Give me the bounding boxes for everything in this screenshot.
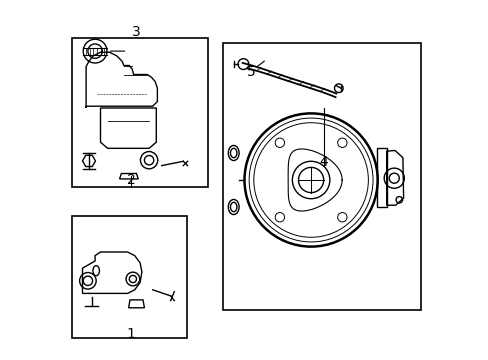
Text: 2: 2 <box>126 173 135 187</box>
Text: 1: 1 <box>126 327 135 341</box>
Text: 3: 3 <box>132 26 141 39</box>
Text: 5: 5 <box>247 65 256 79</box>
Text: 4: 4 <box>319 155 327 169</box>
